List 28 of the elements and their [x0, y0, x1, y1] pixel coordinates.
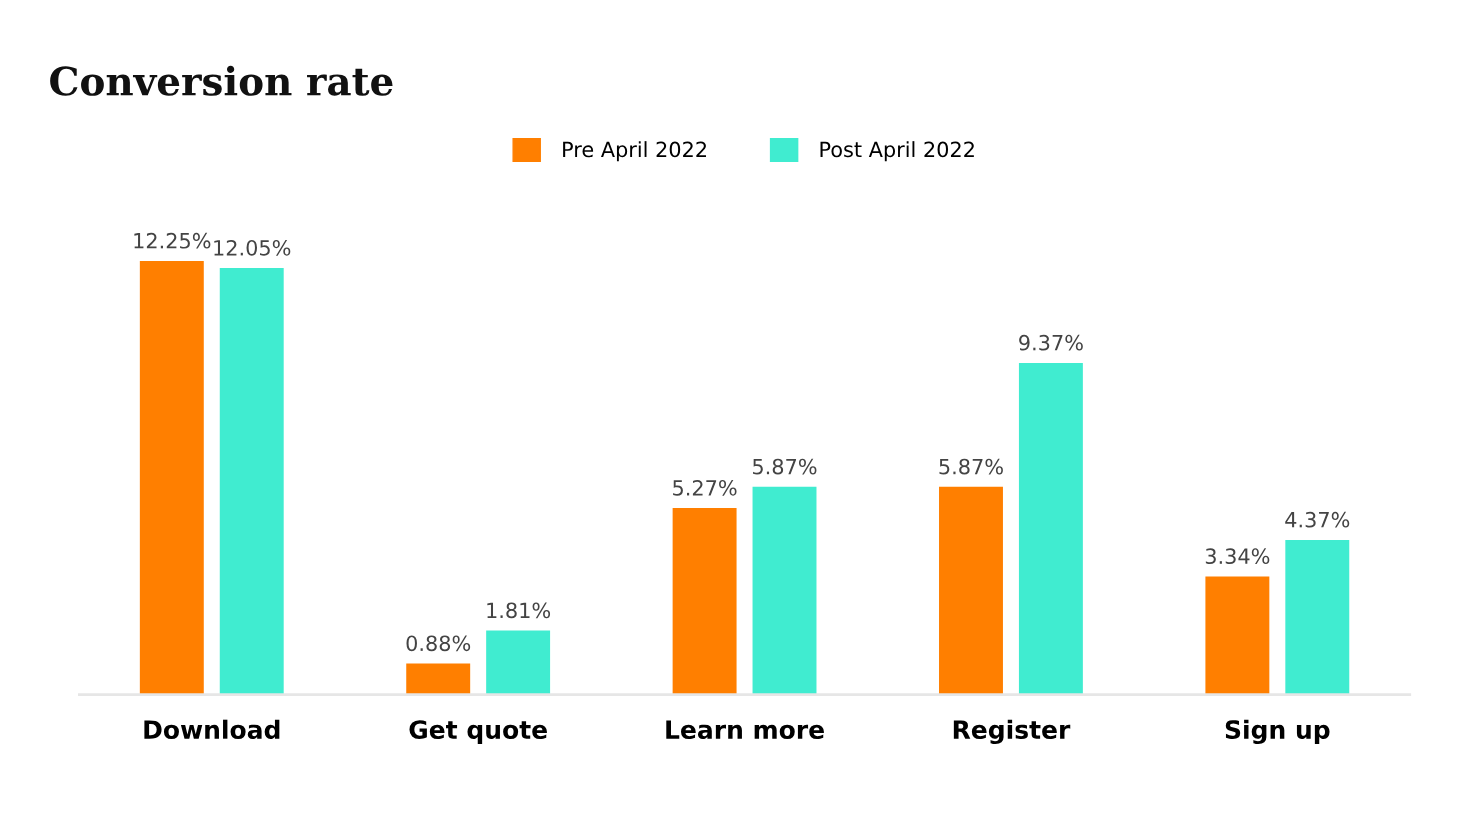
x-tick-label: Register: [953, 719, 1071, 745]
data-label: 1.81%: [487, 602, 551, 619]
x-tick-label: Sign up: [1225, 719, 1330, 745]
data-label: 9.37%: [1019, 334, 1083, 351]
chart-title: Conversion rate: [50, 65, 393, 96]
x-tick-label: Download: [144, 719, 280, 740]
bar: [1205, 576, 1270, 695]
bar: [139, 260, 204, 695]
x-tick-label: Learn more: [666, 720, 824, 740]
data-label: 5.87%: [753, 458, 817, 475]
legend-label: Post April 2022: [820, 141, 974, 162]
bar: [939, 486, 1003, 695]
bar: [1018, 362, 1083, 695]
bar: [752, 486, 817, 695]
data-label: 5.87%: [939, 458, 1003, 475]
data-label: 4.37%: [1285, 511, 1350, 528]
bar: [406, 663, 471, 695]
data-label: 12.05%: [214, 239, 291, 256]
bar: [1285, 539, 1350, 695]
data-label: 12.25%: [134, 232, 211, 249]
data-label: 3.34%: [1205, 548, 1270, 565]
data-label: 5.27%: [673, 479, 737, 496]
bar: [219, 268, 284, 695]
legend-label: Pre April 2022: [563, 141, 706, 162]
bar: [672, 508, 737, 695]
x-tick-label: Get quote: [409, 720, 547, 744]
bar: [486, 630, 551, 695]
data-label: 0.88%: [406, 635, 471, 652]
